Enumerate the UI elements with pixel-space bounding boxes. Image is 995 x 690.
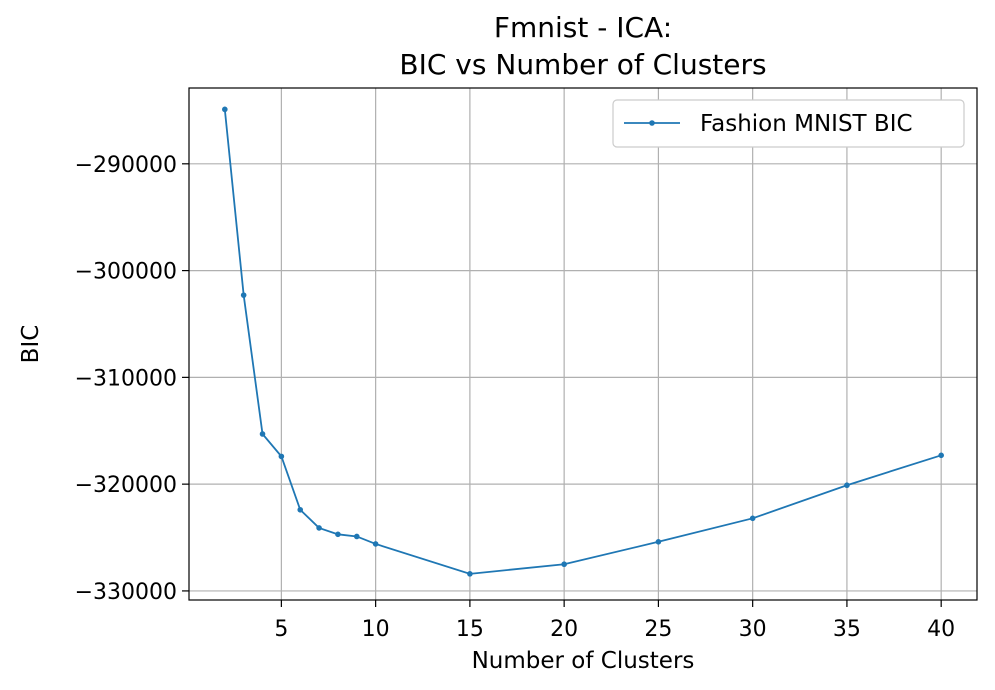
data-point [844,482,850,489]
x-tick-label: 40 [927,617,955,642]
x-tick-label: 35 [833,617,861,642]
legend-box [612,99,965,148]
data-point [259,431,266,437]
data-point [278,453,285,460]
y-tick-label: −290000 [75,153,177,178]
chart-title-line1: Fmnist - ICA: [494,11,672,44]
legend: Fashion MNIST BIC [612,99,965,148]
data-point [749,515,756,522]
y-tick-label: −300000 [75,260,177,285]
y-axis-label: BIC [18,325,44,364]
y-tick-label: −330000 [75,580,177,605]
x-tick-label: 10 [362,617,390,642]
series-layer [222,106,944,577]
y-ticks: −290000 −300000 −310000 −320000 −330000 [75,153,189,605]
data-point [561,561,567,568]
x-tick-label: 30 [739,617,767,642]
chart-title-line2: BIC vs Number of Clusters [399,48,766,81]
plot-area [189,88,977,600]
data-point [240,292,247,298]
y-tick-label: −320000 [75,473,177,498]
data-point [297,506,304,513]
data-point [335,531,341,538]
x-tick-label: 25 [644,617,672,642]
legend-marker [649,120,655,126]
x-ticks: 5 10 15 20 25 30 35 40 [274,600,955,642]
data-point [655,539,662,545]
x-tick-label: 5 [274,617,288,642]
grid [189,88,977,600]
data-point [353,533,360,540]
data-point [316,525,322,531]
data-point [938,452,944,459]
y-tick-label: −310000 [75,366,177,391]
data-point [222,106,228,113]
legend-label: Fashion MNIST BIC [700,111,913,137]
x-tick-label: 20 [550,617,578,642]
x-tick-label: 15 [456,617,484,642]
data-point [372,541,379,547]
plot-frame [188,87,978,601]
x-axis-label: Number of Clusters [472,648,695,674]
data-point [467,571,473,577]
